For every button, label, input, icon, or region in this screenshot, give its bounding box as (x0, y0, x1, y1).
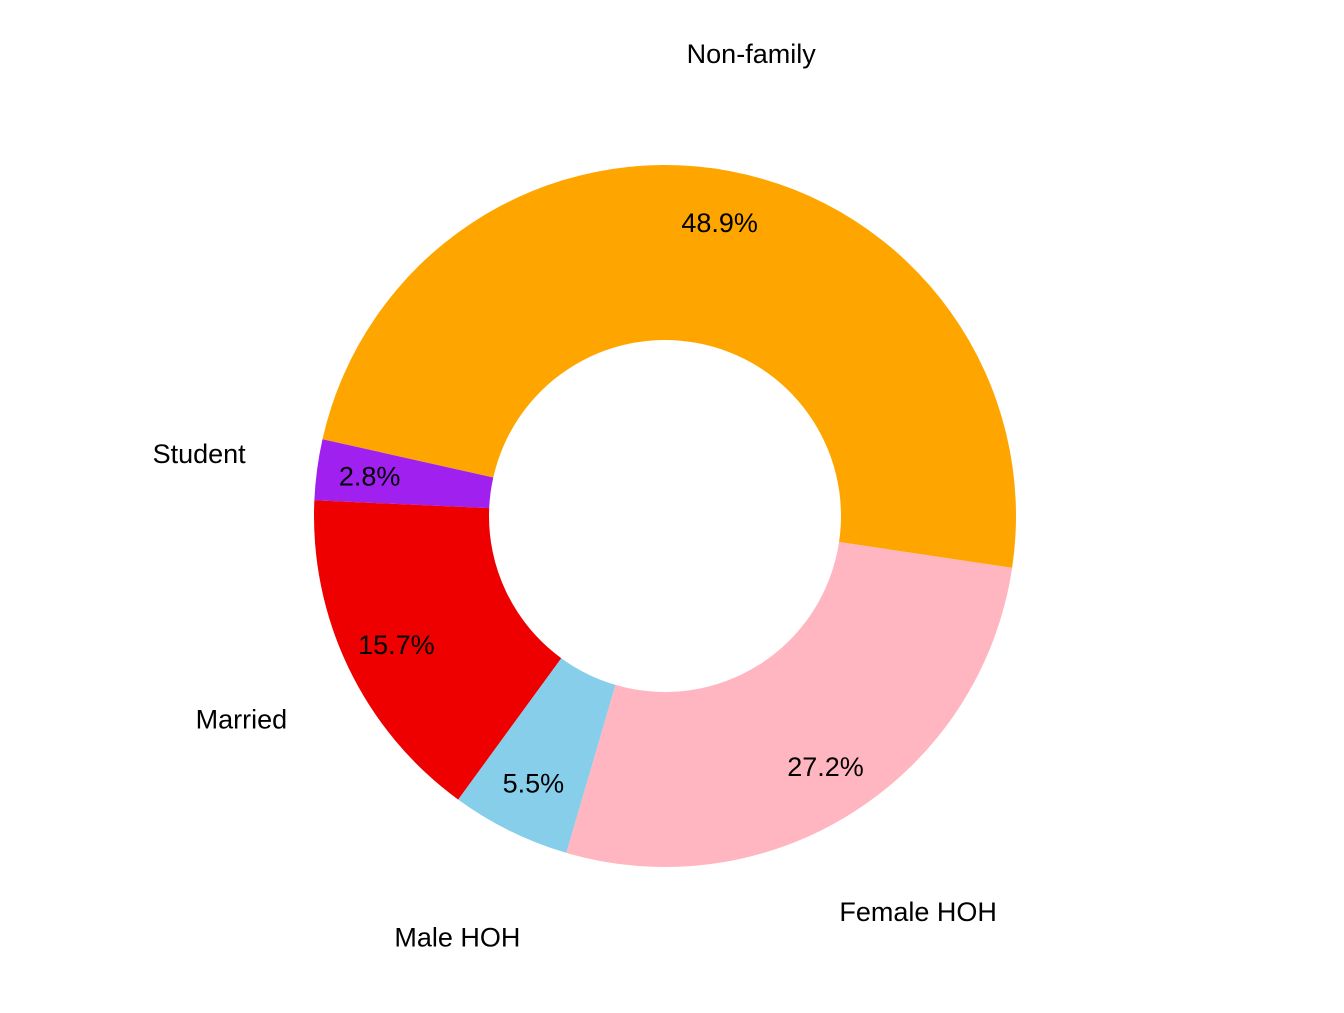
category-label: Married (196, 705, 288, 735)
slice-male-hoh (458, 658, 616, 853)
category-label: Non-family (687, 39, 817, 69)
slice-non-family (322, 164, 1017, 568)
slice-student (314, 439, 494, 509)
slice-married (314, 500, 562, 800)
percent-label: 2.8% (339, 462, 401, 492)
category-label: Male HOH (394, 923, 520, 953)
percent-label: 15.7% (358, 630, 435, 660)
category-label: Student (153, 439, 247, 469)
percent-label: 5.5% (503, 768, 565, 798)
category-label: Female HOH (839, 897, 997, 927)
slice-female-hoh (566, 542, 1013, 868)
labels-layer: 48.9% Non-family 2.8% Student 15.7% Married 5.… (153, 39, 997, 953)
slices-layer (314, 164, 1017, 868)
percent-label: 48.9% (681, 208, 758, 238)
percent-label: 27.2% (787, 752, 864, 782)
